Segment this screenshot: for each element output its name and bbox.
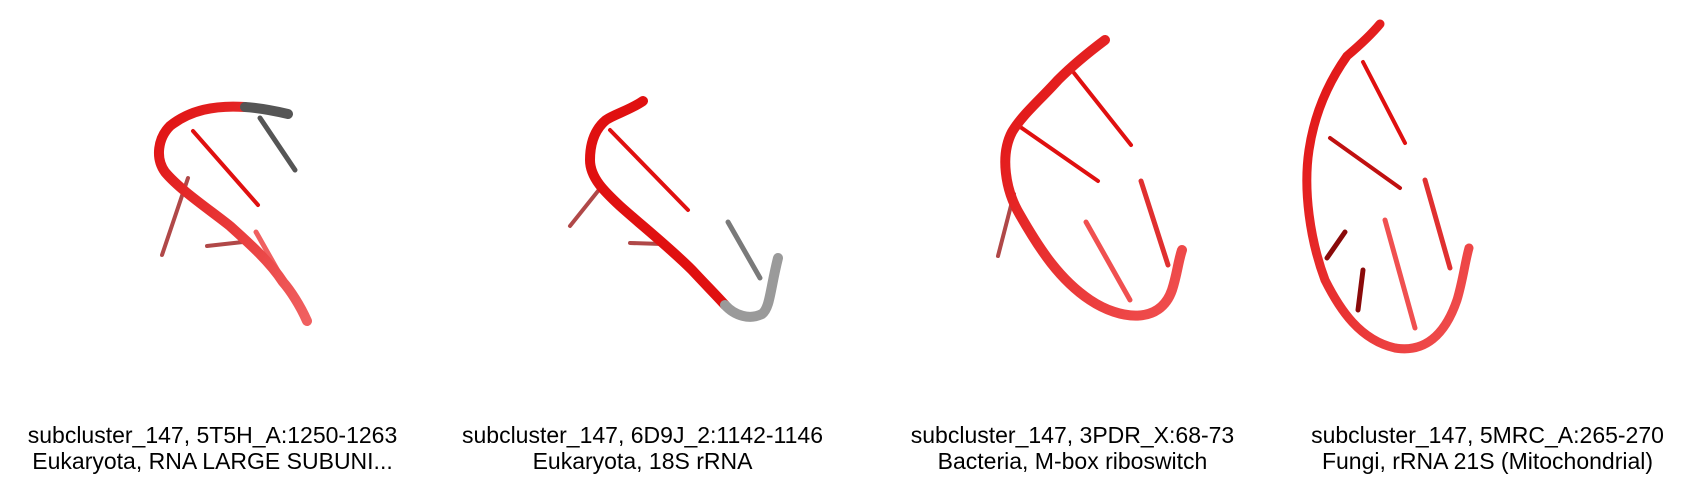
caption-line-1: subcluster_147, 5MRC_A:265-270 [1311,422,1664,448]
base-stick [191,129,260,207]
structure-panel-1: subcluster_147, 5T5H_A:1250-1263 Eukaryo… [0,0,425,480]
base-stick [1324,229,1348,261]
backbone-strand [1302,19,1474,354]
structure-caption-2: subcluster_147, 6D9J_2:1142-1146 Eukaryo… [430,422,855,474]
base-stick [1328,136,1402,190]
caption-line-2: Eukaryota, RNA LARGE SUBUNI... [32,448,393,474]
backbone-strand [1000,35,1187,321]
base-stick [1014,122,1100,183]
base-stick [1422,177,1453,271]
caption-line-1: subcluster_147, 3PDR_X:68-73 [910,422,1235,448]
structure-caption-1: subcluster_147, 5T5H_A:1250-1263 Eukaryo… [0,422,425,474]
structure-panel-3: subcluster_147, 3PDR_X:68-73 Bacteria, M… [860,0,1285,480]
rna-structure-image-1 [154,101,312,326]
base-stick [1382,217,1418,331]
caption-line-2: Eukaryota, 18S rRNA [532,448,753,474]
rna-structure-image-2 [568,96,783,322]
base-stick [1138,178,1171,268]
base-stick [1083,219,1133,303]
structure-panel-4: subcluster_147, 5MRC_A:265-270 Fungi, rR… [1275,0,1700,480]
caption-line-1: subcluster_147, 6D9J_2:1142-1146 [461,422,823,448]
backbone-strand-grey [240,102,293,119]
base-stick [568,184,604,228]
base-stick [1355,267,1366,313]
backbone-strand [154,101,312,326]
base-stick [205,240,245,248]
base-stick [608,128,690,212]
rna-structure-image-4 [1302,19,1474,354]
base-stick [1072,71,1133,147]
caption-line-2: Bacteria, M-box riboswitch [937,448,1208,474]
structure-panel-2: subcluster_147, 6D9J_2:1142-1146 Eukaryo… [430,0,855,480]
rna-structure-image-3 [996,35,1187,321]
structure-caption-4: subcluster_147, 5MRC_A:265-270 Fungi, rR… [1275,422,1700,474]
backbone-strand [585,96,730,310]
caption-line-2: Fungi, rRNA 21S (Mitochondrial) [1321,448,1654,474]
base-stick [725,219,763,281]
base-stick [1361,60,1407,145]
backbone-strand-grey [720,253,783,322]
caption-line-1: subcluster_147, 5T5H_A:1250-1263 [27,422,398,448]
structure-caption-3: subcluster_147, 3PDR_X:68-73 Bacteria, M… [860,422,1285,474]
base-stick [257,115,298,173]
